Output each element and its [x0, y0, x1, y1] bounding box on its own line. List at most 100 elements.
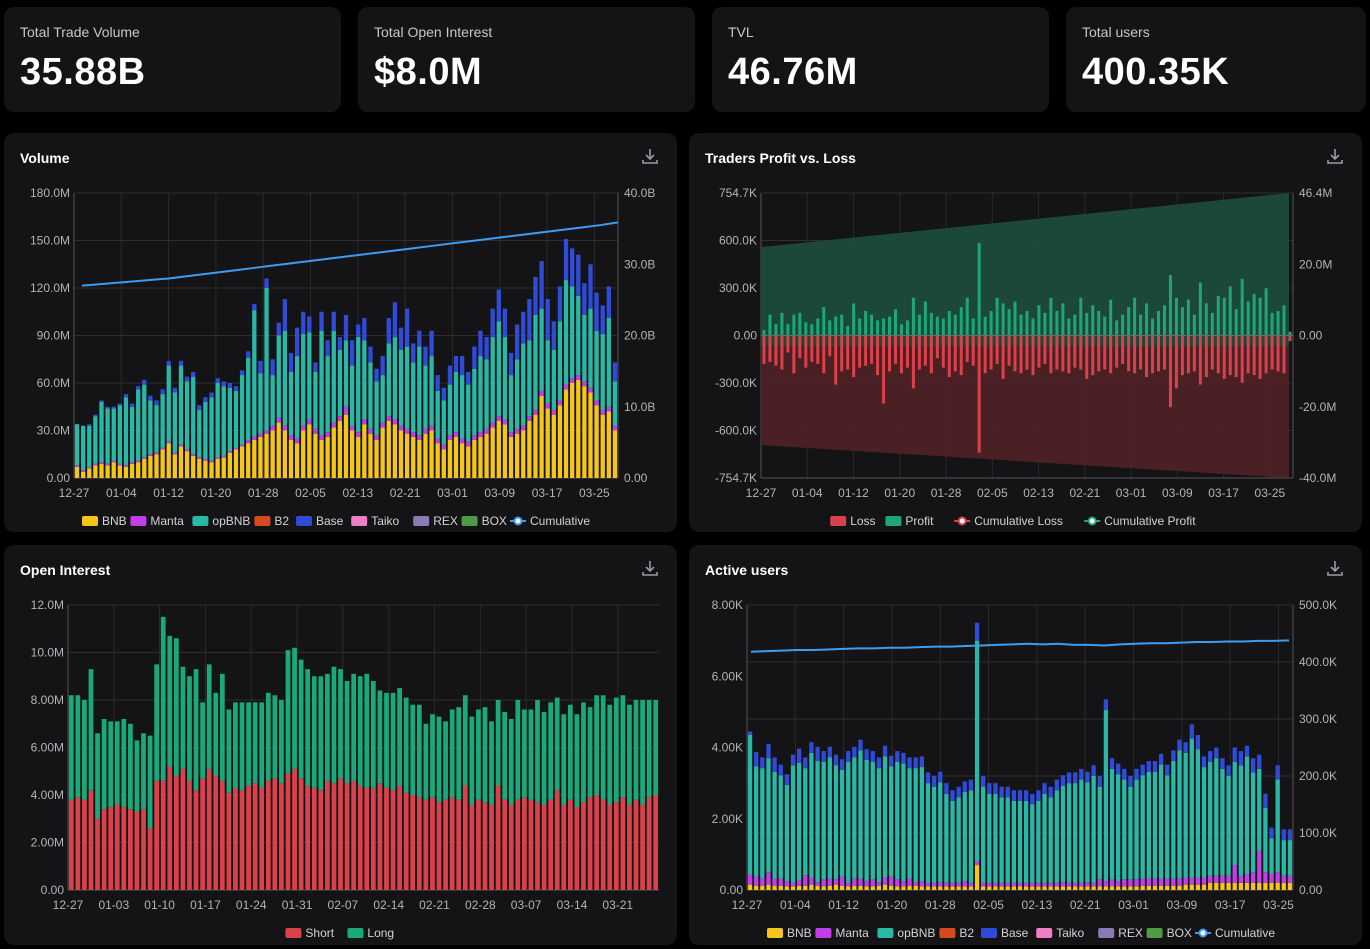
bar-opbnb — [901, 763, 906, 882]
bar-long — [331, 666, 337, 784]
bar-base — [117, 403, 122, 406]
bar-base — [435, 375, 440, 391]
bar-bnb — [484, 433, 489, 478]
bar-profit — [858, 318, 862, 336]
x-tick-label: 02-05 — [977, 486, 1008, 500]
bar-short — [613, 802, 619, 890]
x-tick-label: 01-20 — [877, 898, 908, 912]
bar-opbnb — [264, 288, 269, 431]
bar-bnb — [1023, 886, 1029, 890]
bar-short — [397, 785, 402, 890]
bar-manta — [772, 878, 777, 886]
bar-profit — [995, 297, 999, 336]
bar-bnb — [123, 466, 129, 478]
bar-loss — [1210, 335, 1214, 370]
legend-label: B2 — [959, 926, 974, 940]
bar-base — [521, 311, 526, 344]
bar-bnb — [1048, 886, 1053, 890]
stat-card-tvl: TVL 46.76M — [712, 7, 1049, 112]
legend-label: Cumulative — [1215, 926, 1275, 940]
x-tick-label: 02-05 — [295, 486, 326, 500]
bar-profit — [1019, 314, 1023, 336]
bar-opbnb — [154, 405, 159, 453]
bar-base — [386, 318, 391, 344]
bar-short — [384, 787, 389, 890]
y-left-tick-label: 150.0M — [30, 234, 70, 248]
bar-base — [539, 261, 544, 309]
bar-base — [1189, 724, 1194, 739]
legend-swatch — [1098, 928, 1115, 938]
bar-opbnb — [606, 318, 611, 407]
bar-base — [1011, 790, 1017, 801]
legend-label: Base — [316, 514, 344, 528]
bar-base — [907, 757, 912, 769]
bar-opbnb — [1269, 838, 1274, 874]
legend-swatch — [347, 928, 364, 938]
bar-base — [803, 757, 808, 769]
bar-short — [147, 828, 153, 890]
bar-manta — [478, 432, 483, 437]
bar-long — [482, 707, 488, 803]
bar-manta — [331, 422, 336, 428]
bar-base — [301, 311, 306, 334]
download-icon[interactable] — [641, 147, 659, 165]
x-tick-label: 02-21 — [390, 486, 421, 500]
bar-manta — [1146, 878, 1151, 886]
bar-bnb — [864, 886, 869, 890]
bar-long — [233, 702, 238, 788]
bar-profit — [780, 312, 784, 336]
bar-manta — [1103, 881, 1109, 887]
bar-opbnb — [1158, 764, 1164, 879]
bar-base — [154, 400, 159, 406]
bar-opbnb — [1226, 776, 1231, 876]
bar-opbnb — [1066, 783, 1072, 883]
bar-short — [206, 768, 212, 890]
bar-opbnb — [539, 308, 544, 391]
x-tick-label: 01-28 — [248, 486, 279, 500]
y-right-tick-label: 200.0K — [1299, 769, 1337, 783]
x-tick-label: 12-27 — [59, 486, 90, 500]
bar-bnb — [117, 465, 122, 478]
bar-long — [311, 676, 317, 788]
bar-manta — [527, 416, 532, 421]
bar-base — [178, 360, 184, 366]
bar-base — [882, 745, 888, 757]
bar-manta — [790, 882, 796, 887]
bar-opbnb — [962, 792, 967, 882]
bar-loss — [1085, 335, 1089, 379]
bar-base — [331, 311, 336, 331]
bar-loss — [1192, 335, 1196, 372]
bar-base — [362, 318, 367, 341]
download-icon[interactable] — [1326, 559, 1344, 577]
bar-manta — [356, 432, 361, 437]
bar-loss — [977, 335, 981, 453]
bar-manta — [215, 457, 220, 459]
bar-opbnb — [864, 759, 869, 882]
y-left-tick-label: 754.7K — [719, 186, 757, 200]
bar-bnb — [301, 430, 306, 478]
bar-base — [594, 292, 599, 331]
bar-loss — [1007, 335, 1011, 366]
bar-base — [968, 779, 974, 791]
bar-base — [166, 360, 171, 366]
bar-opbnb — [441, 400, 446, 445]
bar-loss — [828, 335, 832, 357]
bar-manta — [925, 882, 931, 887]
bar-bnb — [1103, 886, 1109, 890]
bar-opbnb — [521, 343, 526, 426]
bar-bnb — [515, 433, 520, 478]
bar-manta — [747, 873, 753, 885]
download-icon[interactable] — [1326, 147, 1344, 165]
bar-manta — [1250, 872, 1256, 883]
legend-swatch — [981, 928, 997, 938]
bar-base — [889, 755, 894, 767]
bar-opbnb — [374, 381, 379, 436]
bar-short — [95, 818, 100, 890]
x-tick-label: 01-28 — [925, 898, 956, 912]
bar-loss — [1252, 335, 1256, 376]
legend-dot-marker — [1198, 928, 1208, 938]
bar-manta — [889, 876, 894, 886]
download-icon[interactable] — [641, 559, 659, 577]
x-tick-label: 03-07 — [511, 898, 542, 912]
y-left-tick-label: 2.00M — [31, 836, 64, 850]
